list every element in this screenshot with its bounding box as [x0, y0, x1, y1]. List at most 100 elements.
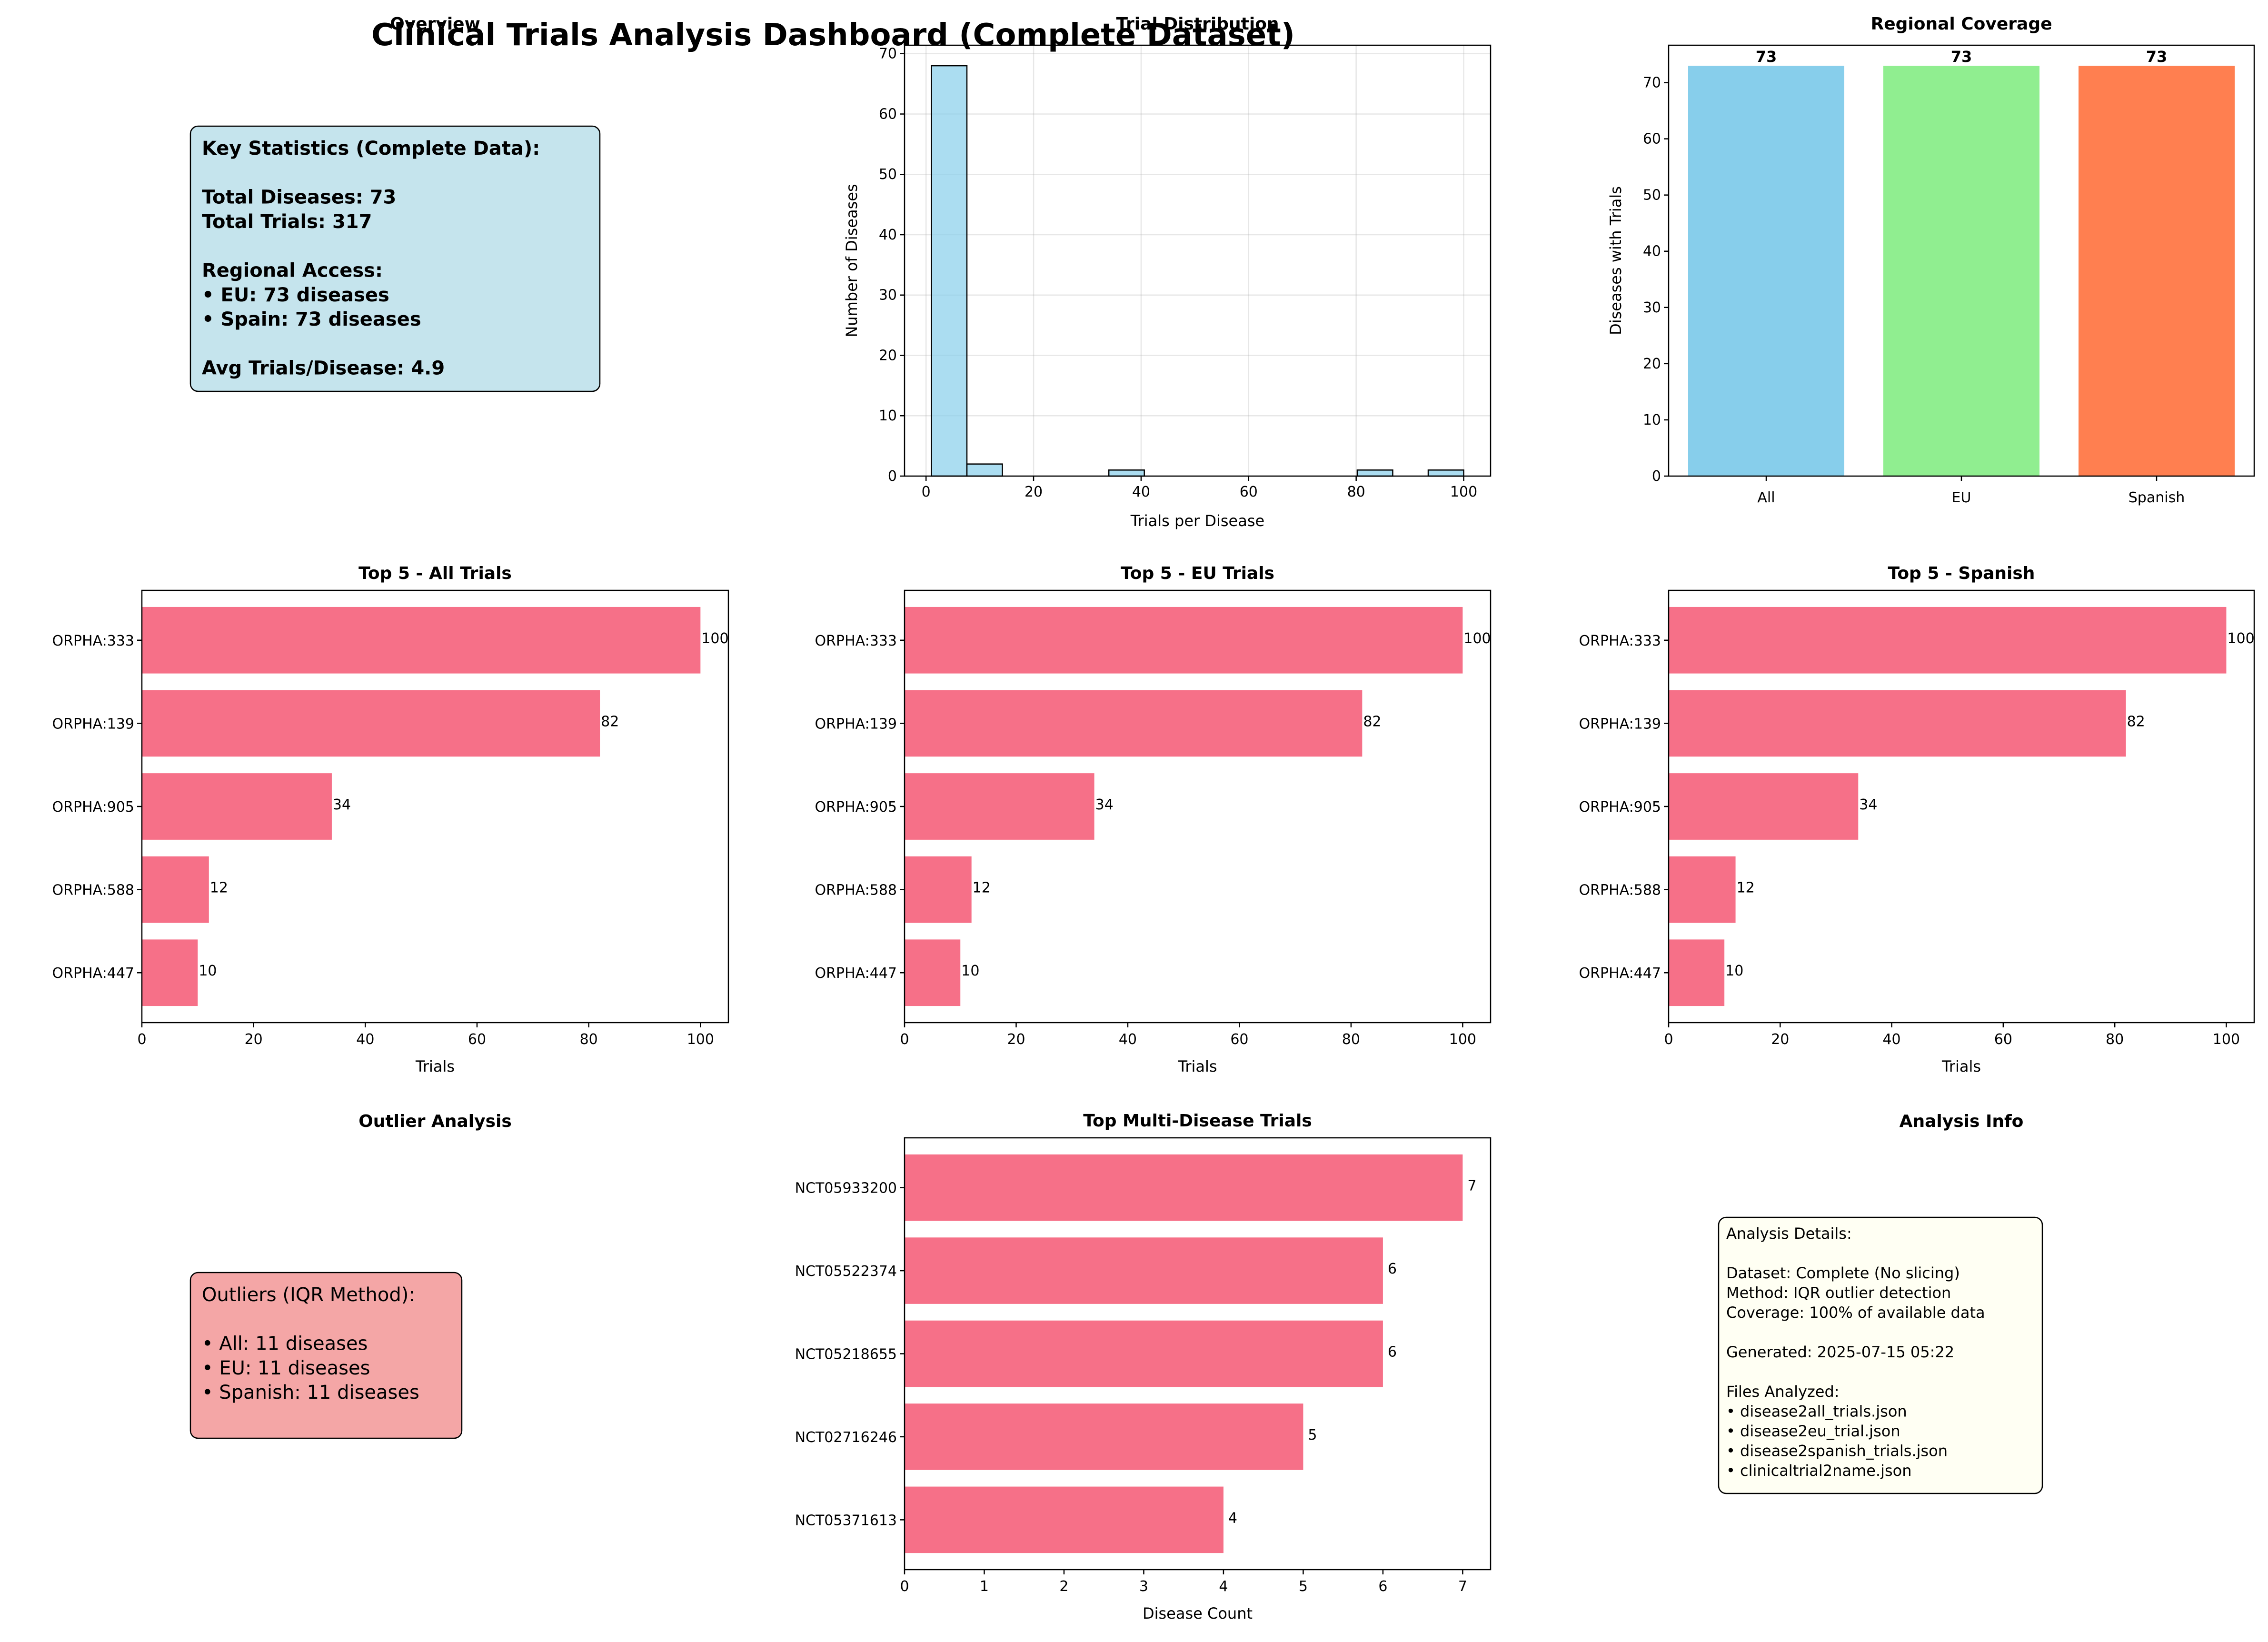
y-tick-label: 60 — [879, 106, 897, 122]
x-tick-label: 80 — [1342, 1031, 1360, 1048]
bar-value: 34 — [1095, 796, 1114, 813]
outlier-panel-line: • All: 11 diseases — [202, 1333, 368, 1355]
histogram-bar — [931, 65, 968, 477]
x-axis-label: Disease Count — [1143, 1604, 1253, 1622]
x-tick-label: 0 — [900, 1031, 909, 1048]
category-label: ORPHA:588 — [1579, 882, 1661, 899]
category-label: ORPHA:333 — [52, 633, 134, 649]
histogram-frame — [904, 44, 1492, 477]
bar — [142, 773, 332, 840]
x-tick-label: 60 — [468, 1031, 486, 1048]
outlier-panel-line: • Spanish: 11 diseases — [202, 1382, 419, 1403]
x-tick-label: 60 — [1230, 1031, 1248, 1048]
category-label: ORPHA:588 — [815, 882, 897, 899]
x-tick-label: 0 — [900, 1578, 909, 1595]
regional-bar — [1688, 66, 1844, 477]
dashboard-title: Clinical Trials Analysis Dashboard (Comp… — [371, 18, 1295, 53]
multi-disease-panel-title: Top Multi-Disease Trials — [1083, 1111, 1312, 1131]
bar — [905, 690, 1363, 757]
bar-value: 34 — [1859, 796, 1877, 813]
regional-bar — [1883, 66, 2039, 477]
x-tick-label: 0 — [922, 484, 931, 500]
analysis-info-panel-box — [1718, 1216, 2043, 1494]
panel-frame — [141, 589, 729, 1024]
bar — [142, 690, 600, 757]
x-tick-label: 0 — [1664, 1031, 1673, 1048]
top5-spanish-panel-title: Top 5 - Spanish — [1888, 564, 2035, 583]
top5-all-panel: 100ORPHA:33382ORPHA:13934ORPHA:90512ORPH… — [52, 589, 729, 1075]
outlier-panel-line: • EU: 11 diseases — [202, 1357, 370, 1379]
x-tick-label: 7 — [1458, 1578, 1467, 1595]
bar-value: 10 — [961, 963, 979, 979]
y-tick-label: 0 — [888, 468, 897, 485]
analysis-info-panel-line: • clinicaltrial2name.json — [1726, 1462, 1911, 1480]
bar — [1669, 773, 1859, 840]
histogram-title: Trial Distribution — [1116, 14, 1279, 34]
bar-value: 12 — [1737, 880, 1755, 896]
y-tick-label: 40 — [1643, 243, 1661, 260]
bar-value: 4 — [1228, 1510, 1237, 1526]
category-label: ORPHA:139 — [815, 716, 897, 732]
category-label: ORPHA:588 — [52, 882, 134, 899]
y-tick-label: 60 — [1643, 131, 1661, 148]
bar — [905, 856, 972, 923]
bar — [905, 939, 961, 1006]
category-label: ORPHA:447 — [52, 965, 134, 982]
bar-value: 82 — [2127, 713, 2145, 730]
x-tick-label: 80 — [1347, 484, 1365, 500]
y-tick-label: 50 — [879, 166, 897, 183]
x-tick-label: 20 — [1007, 1031, 1025, 1048]
bar-value: 6 — [1388, 1261, 1397, 1277]
x-tick-label: 4 — [1219, 1578, 1228, 1595]
analysis-info-panel: Analysis Details: Dataset: Complete (No s… — [1718, 1216, 2043, 1494]
x-axis-label: Trials — [1941, 1057, 1981, 1075]
overview-panel: Key Statistics (Complete Data): Total Dis… — [189, 125, 601, 392]
category-label: Spanish — [2129, 489, 2185, 506]
x-tick-label: 40 — [356, 1031, 374, 1048]
bar — [142, 939, 198, 1006]
regional-bar-value: 73 — [2146, 48, 2168, 66]
x-tick-label: 0 — [137, 1031, 146, 1048]
bar — [905, 1320, 1383, 1387]
panel-frame — [904, 589, 1492, 1024]
category-label: ORPHA:905 — [815, 799, 897, 816]
x-tick-label: 20 — [1771, 1031, 1789, 1048]
x-axis-label: Trials per Disease — [1130, 512, 1264, 530]
category-label: ORPHA:447 — [815, 965, 897, 982]
x-axis-label: Trials — [415, 1057, 455, 1075]
overview-panel-line: • EU: 73 diseases — [202, 284, 389, 306]
bar-value: 10 — [1725, 963, 1743, 979]
y-tick-label: 70 — [879, 46, 897, 62]
y-axis-label: Diseases with Trials — [1607, 186, 1625, 335]
category-label: ORPHA:333 — [1579, 633, 1661, 649]
x-tick-label: 100 — [1450, 484, 1477, 500]
x-tick-label: 2 — [1059, 1578, 1068, 1595]
overview-panel-line: Total Diseases: 73 — [202, 187, 396, 209]
analysis-info-panel-title: Analysis Info — [1900, 1112, 2024, 1131]
y-tick-label: 30 — [1643, 299, 1661, 316]
x-tick-label: 100 — [1449, 1031, 1476, 1048]
category-label: ORPHA:139 — [52, 716, 134, 732]
bar-value: 100 — [701, 630, 728, 647]
x-tick-label: 20 — [245, 1031, 263, 1048]
category-label: NCT05933200 — [795, 1180, 897, 1197]
histogram-panel: 0 20 40 60 80 100 0 10 20 30 40 50 60 70 Trials per Di… — [843, 44, 1492, 530]
overview-panel-line: • Spain: 73 diseases — [202, 308, 421, 330]
x-tick-label: 100 — [2213, 1031, 2240, 1048]
bar — [905, 1403, 1303, 1470]
y-tick-label: 50 — [1643, 187, 1661, 204]
analysis-info-panel-line: Files Analyzed: — [1726, 1383, 1840, 1401]
overview-panel-line: Key Statistics (Complete Data): — [202, 138, 540, 159]
bar — [905, 1486, 1224, 1553]
regional-title: Regional Coverage — [1870, 14, 2052, 34]
outlier-panel-box — [189, 1272, 463, 1439]
x-tick-label: 80 — [2106, 1031, 2124, 1048]
histogram-bar — [1427, 469, 1464, 477]
bar-value: 100 — [2227, 630, 2254, 647]
analysis-info-panel-line: Analysis Details: — [1726, 1224, 1852, 1243]
category-label: EU — [1952, 489, 1971, 506]
bar — [1669, 939, 1725, 1006]
category-label: NCT05371613 — [795, 1512, 897, 1529]
